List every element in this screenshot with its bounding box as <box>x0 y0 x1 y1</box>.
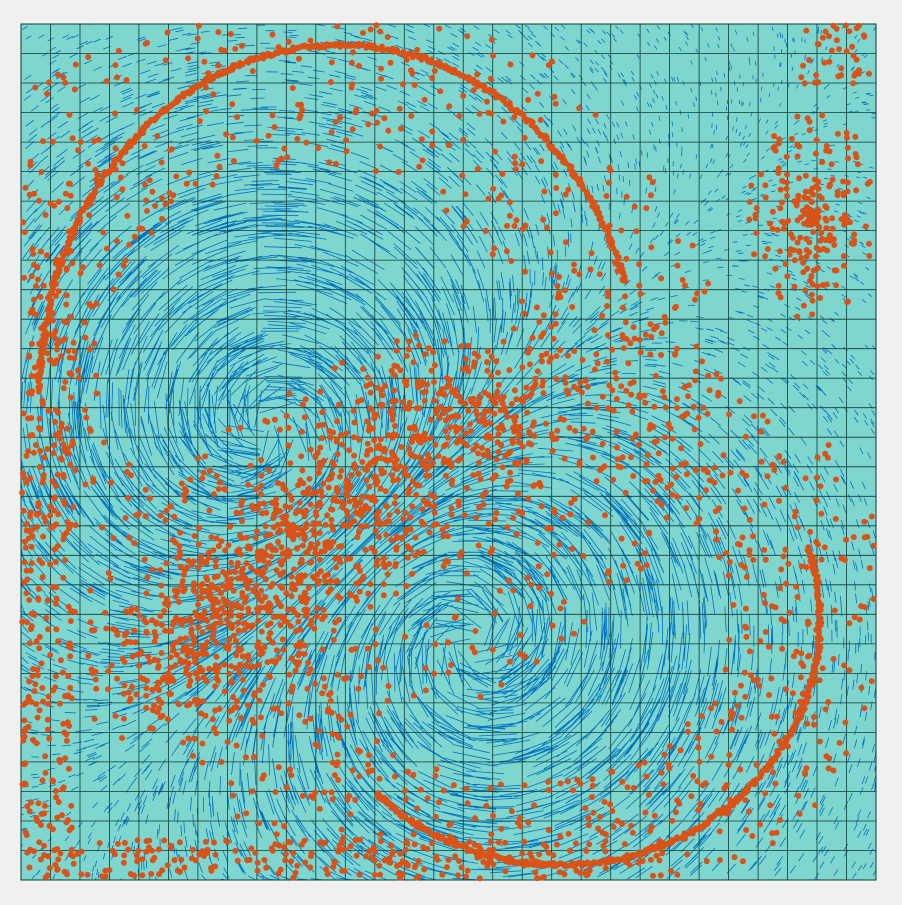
grid-lines <box>20 23 877 881</box>
tracer-particles <box>19 22 877 882</box>
domain-background <box>20 23 877 881</box>
particle-dots <box>19 22 877 882</box>
mesh-grid <box>20 23 877 881</box>
